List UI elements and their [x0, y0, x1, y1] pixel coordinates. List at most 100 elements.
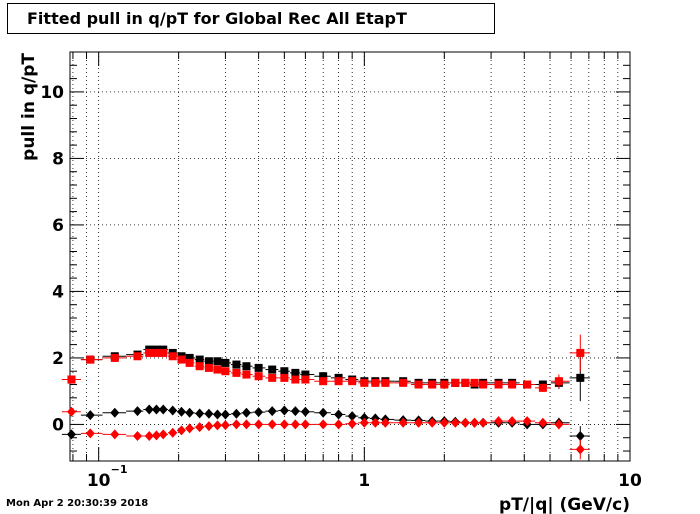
- data-point: [61, 375, 81, 384]
- data-point: [252, 419, 266, 430]
- data-point: [490, 380, 506, 389]
- diamond-marker: [158, 429, 168, 440]
- y-tick-label: 0: [52, 415, 64, 435]
- diamond-marker: [212, 409, 222, 420]
- diamond-marker: [290, 406, 300, 417]
- diamond-marker: [241, 407, 251, 418]
- data-point: [185, 423, 195, 434]
- data-point: [194, 422, 205, 433]
- data-point: [358, 417, 370, 428]
- square-marker: [301, 375, 310, 384]
- square-marker: [291, 368, 300, 377]
- data-point: [126, 352, 144, 361]
- diamond-marker: [380, 417, 390, 428]
- x-tick-label: 1: [358, 471, 370, 491]
- data-point: [314, 419, 331, 430]
- data-point: [380, 378, 395, 387]
- data-point: [102, 407, 127, 418]
- data-point: [519, 416, 536, 427]
- square-marker: [348, 377, 357, 386]
- square-marker: [470, 378, 479, 387]
- diamond-marker: [231, 419, 241, 430]
- data-point: [252, 372, 266, 381]
- square-marker: [195, 355, 204, 364]
- data-point: [550, 419, 570, 430]
- data-point: [194, 408, 205, 419]
- data-point: [505, 380, 520, 389]
- diamond-marker: [144, 431, 154, 442]
- data-point: [449, 378, 461, 387]
- diamond-marker: [204, 421, 214, 432]
- data-point: [278, 373, 290, 382]
- data-point: [569, 334, 590, 372]
- data-point: [300, 419, 315, 430]
- data-point: [449, 417, 461, 428]
- diamond-marker: [110, 407, 120, 418]
- diamond-marker: [204, 408, 214, 419]
- data-point: [478, 380, 491, 389]
- data-point: [185, 358, 195, 367]
- diamond-marker: [176, 425, 186, 436]
- square-marker: [159, 348, 168, 357]
- diamond-marker: [279, 405, 289, 416]
- data-point: [289, 368, 301, 377]
- data-point: [358, 378, 370, 387]
- diamond-marker: [176, 406, 186, 417]
- chart-title: Fitted pull in q/pT for Global Rec All E…: [27, 9, 407, 28]
- data-point: [438, 417, 450, 428]
- square-marker: [280, 367, 289, 376]
- data-point: [167, 427, 178, 438]
- diamond-marker: [132, 431, 142, 442]
- data-point: [126, 406, 144, 417]
- square-marker: [268, 365, 277, 374]
- x-tick-label-exponent: −1: [111, 463, 128, 476]
- square-marker: [576, 348, 585, 357]
- data-points: [61, 334, 590, 460]
- square-marker: [554, 377, 563, 386]
- data-point: [300, 370, 315, 379]
- diamond-marker: [66, 406, 76, 417]
- diamond-marker: [290, 419, 300, 430]
- data-point: [126, 431, 144, 442]
- diamond-marker: [507, 416, 517, 427]
- data-point: [80, 410, 103, 421]
- data-point: [265, 419, 279, 430]
- data-point: [102, 429, 127, 440]
- data-point: [213, 357, 222, 366]
- square-marker: [479, 380, 488, 389]
- data-point: [289, 406, 301, 417]
- data-point: [80, 428, 103, 439]
- diamond-marker: [279, 419, 289, 430]
- diamond-marker: [460, 417, 470, 428]
- diamond-marker: [267, 406, 277, 417]
- data-point: [61, 406, 81, 417]
- y-axis-label: pull in q/pT: [19, 53, 39, 161]
- square-marker: [523, 380, 532, 389]
- y-tick-label: 8: [52, 149, 64, 169]
- diamond-marker: [151, 430, 161, 441]
- diamond-marker: [470, 417, 480, 428]
- square-marker: [461, 378, 470, 387]
- data-point: [265, 373, 279, 382]
- data-point: [252, 363, 266, 372]
- data-point: [330, 377, 346, 386]
- square-marker: [232, 368, 241, 377]
- data-point: [345, 377, 359, 386]
- diamond-marker: [347, 418, 357, 429]
- series-3: [61, 406, 590, 460]
- diamond-marker: [132, 406, 142, 417]
- diamond-marker: [538, 417, 548, 428]
- data-point: [569, 439, 590, 460]
- data-point: [469, 378, 479, 387]
- diamond-marker: [414, 417, 424, 428]
- square-marker: [185, 358, 194, 367]
- grid: [70, 52, 631, 461]
- data-point: [550, 374, 570, 388]
- square-marker: [254, 363, 263, 372]
- data-point: [194, 355, 205, 364]
- diamond-marker: [212, 420, 222, 431]
- data-point: [289, 419, 301, 430]
- data-point: [194, 362, 205, 371]
- diamond-marker: [85, 410, 95, 421]
